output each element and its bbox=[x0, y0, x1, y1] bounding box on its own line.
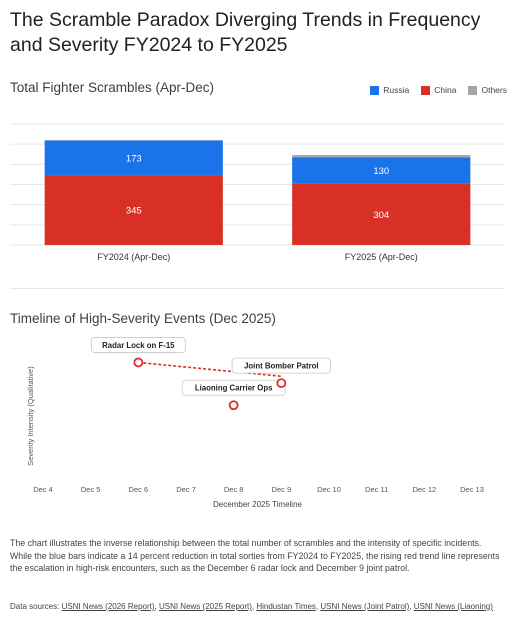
event-callout-box bbox=[231, 357, 331, 374]
legend-label-russia: Russia bbox=[383, 85, 410, 95]
bar-segment-russia bbox=[292, 157, 471, 184]
x-tick-label: Dec 7 bbox=[176, 485, 196, 494]
x-axis-label: December 2025 Timeline bbox=[213, 500, 302, 509]
bar-value-label: 345 bbox=[126, 206, 142, 217]
x-tick-label: Dec 13 bbox=[460, 485, 484, 494]
x-tick-label: Dec 4 bbox=[33, 485, 53, 494]
x-tick-label: Dec 10 bbox=[317, 485, 341, 494]
section-divider bbox=[10, 288, 505, 289]
bar-segment-russia bbox=[44, 140, 223, 176]
legend-swatch-china bbox=[421, 85, 431, 95]
event-label: Radar Lock on F-15 bbox=[102, 341, 175, 350]
event-point bbox=[133, 357, 144, 368]
bar-segment-others bbox=[292, 155, 471, 158]
source-link-hindustan-times[interactable]: Hindustan Times bbox=[256, 602, 316, 611]
x-tick-label: Dec 5 bbox=[81, 485, 101, 494]
sources-label: Data sources: bbox=[10, 602, 60, 611]
source-link-usni-liaoning[interactable]: USNI News (Liaoning) bbox=[413, 602, 493, 611]
legend-item-china: China bbox=[421, 85, 456, 95]
data-sources: Data sources: USNI News (2026 Report), U… bbox=[10, 602, 493, 611]
x-tick-label: Dec 8 bbox=[224, 485, 244, 494]
legend-item-others: Others bbox=[468, 85, 507, 95]
x-tick-label: FY2024 (Apr-Dec) bbox=[97, 252, 170, 262]
legend-swatch-russia bbox=[370, 85, 380, 95]
trend-line bbox=[138, 361, 282, 378]
event-point bbox=[228, 400, 239, 411]
chart-summary: The chart illustrates the inverse relati… bbox=[10, 538, 500, 574]
x-tick-label: Dec 6 bbox=[129, 485, 149, 494]
x-tick-label: Dec 9 bbox=[272, 485, 292, 494]
timeline-chart-title: Timeline of High-Severity Events (Dec 20… bbox=[10, 311, 276, 326]
y-axis-label: Severity Intensity (Qualitative) bbox=[26, 366, 35, 466]
source-link-usni-joint-patrol[interactable]: USNI News (Joint Patrol) bbox=[320, 602, 410, 611]
legend-label-others: Others bbox=[481, 85, 507, 95]
bar-chart: 345 173 FY2024 (Apr-Dec) 304 130 FY2025 (Apr-… bbox=[10, 123, 505, 262]
bar-value-label: 130 bbox=[373, 166, 389, 177]
x-tick-label: FY2025 (Apr-Dec) bbox=[345, 252, 418, 262]
event-label: Liaoning Carrier Ops bbox=[195, 384, 273, 393]
x-tick-label: Dec 12 bbox=[412, 485, 436, 494]
page-title: The Scramble Paradox Diverging Trends in… bbox=[10, 9, 481, 56]
legend-swatch-others bbox=[468, 85, 478, 95]
bar-chart-title: Total Fighter Scrambles (Apr-Dec) bbox=[10, 80, 215, 95]
event-callout-box bbox=[181, 379, 286, 396]
event-callout-box bbox=[90, 337, 186, 353]
bar-value-label: 304 bbox=[373, 210, 389, 221]
bar-segment-china bbox=[44, 175, 223, 245]
legend-label-china: China bbox=[434, 85, 457, 95]
legend-item-russia: Russia bbox=[370, 85, 409, 95]
event-point bbox=[276, 378, 287, 389]
bar-chart-legend: Russia China Others bbox=[370, 85, 507, 95]
bar-value-label: 173 bbox=[126, 153, 142, 164]
source-link-usni-2025[interactable]: USNI News (2025 Report) bbox=[158, 602, 252, 611]
x-tick-label: Dec 11 bbox=[365, 485, 388, 494]
bar-segment-china bbox=[292, 183, 471, 245]
source-link-usni-2026[interactable]: USNI News (2026 Report) bbox=[61, 602, 155, 611]
event-label: Joint Bomber Patrol bbox=[244, 362, 319, 371]
timeline-chart: Severity Intensity (Qualitative) Dec 4 Dec… bbox=[26, 337, 484, 509]
